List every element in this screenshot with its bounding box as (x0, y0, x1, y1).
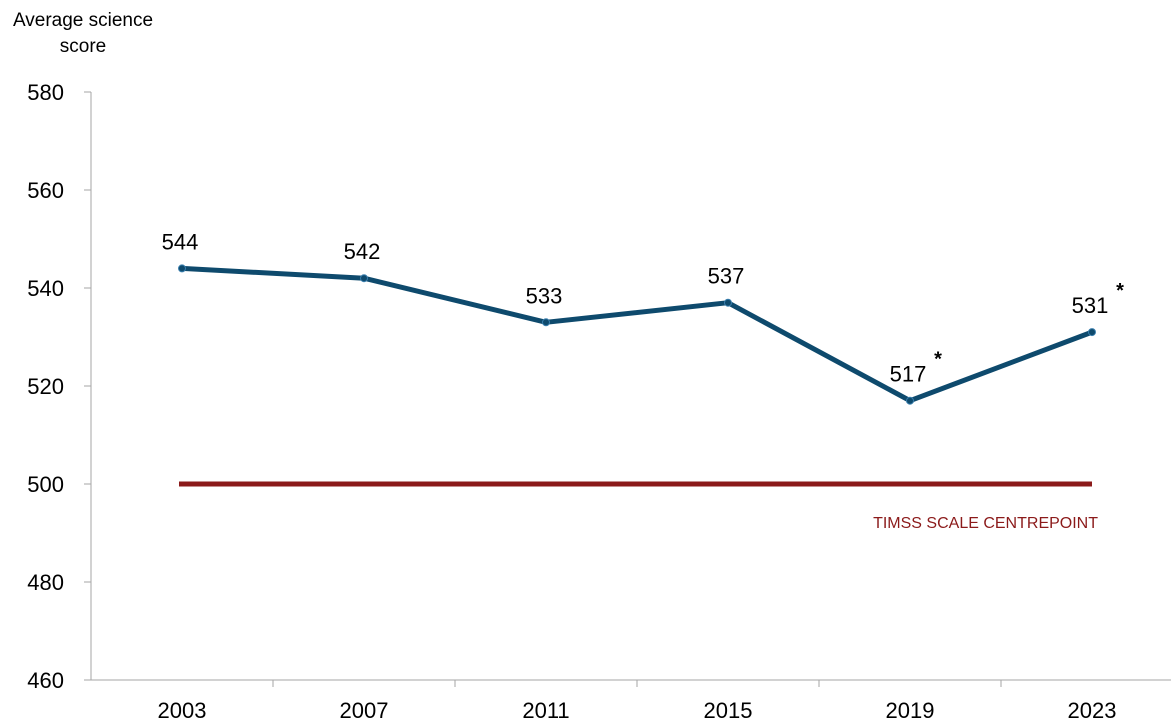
data-label: 542 (344, 239, 381, 264)
point (360, 274, 368, 283)
x-tick-label: 2019 (886, 698, 935, 723)
x-tick-label: 2011 (522, 698, 569, 723)
y-tick-label: 580 (27, 80, 64, 105)
y-tick-label: 540 (27, 276, 64, 301)
point (542, 318, 550, 327)
point (906, 396, 914, 405)
y-tick-label: 560 (27, 178, 64, 203)
data-label: 544 (162, 229, 199, 254)
y-tick-label: 500 (27, 472, 64, 497)
reference-line-label: TIMSS SCALE CENTREPOINT (873, 515, 1098, 532)
y-tick-label: 520 (27, 374, 64, 399)
x-tick-label: 2007 (340, 698, 389, 723)
point (178, 264, 186, 273)
y-tick-label: 460 (27, 668, 64, 693)
data-label-note: * (1116, 280, 1124, 302)
point (724, 298, 732, 307)
y-axis-label: Average science score (12, 10, 154, 57)
data-label: 531 (1072, 293, 1109, 318)
x-tick-label: 2003 (158, 698, 207, 723)
y-tick-label: 480 (27, 570, 64, 595)
data-label-note: * (934, 349, 942, 371)
point (1088, 328, 1096, 337)
series-line (181, 265, 1093, 404)
x-tick-label: 2023 (1068, 698, 1117, 723)
x-tick-label: 2015 (704, 698, 753, 723)
data-label: 517 (890, 362, 927, 387)
data-label: 533 (526, 283, 563, 308)
data-label: 537 (708, 264, 745, 289)
